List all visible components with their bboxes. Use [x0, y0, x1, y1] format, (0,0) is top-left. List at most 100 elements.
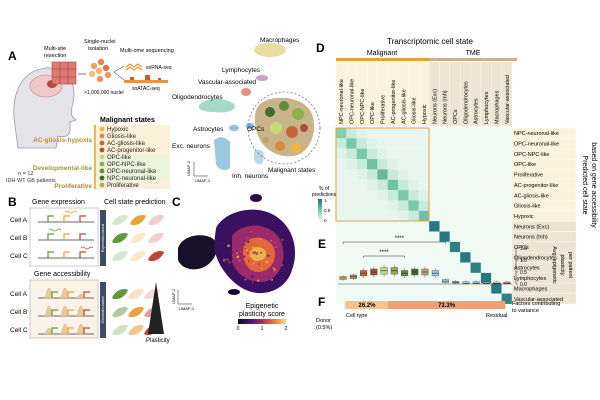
- heatmap-cell-14-12: [460, 272, 471, 284]
- group-developmental-like: Developmental-like: [33, 165, 93, 172]
- heatmap-cell-12-7: [408, 252, 419, 263]
- row-label-10: Neurons (Inh): [514, 235, 548, 241]
- f-caption-residual: Residual: [486, 313, 507, 319]
- transcript-2-2: [80, 246, 94, 250]
- heatmap-cell-5-7: [408, 179, 419, 191]
- heatmap-cell-4-14: [480, 169, 492, 180]
- access-arrow-2-2: [83, 327, 90, 334]
- heatmap-cell-5-8: [418, 179, 430, 191]
- sig-bracket-outer: [342, 241, 446, 244]
- umap-c-speckle: [259, 238, 262, 241]
- row-label-6: AC-gliosis-like: [514, 193, 549, 199]
- heatmap-cell-2-7: [408, 148, 419, 160]
- col-label-3: OPC-like: [370, 102, 376, 124]
- heatmap-cell-12-8: [418, 252, 430, 263]
- assay-rna: snRNA-seq: [146, 65, 172, 71]
- score-label-1: Epigenetic: [246, 303, 279, 310]
- heatmap-cell-16-11: [449, 293, 461, 304]
- umap-c-speckle: [281, 264, 284, 266]
- state-dot-7: [99, 175, 105, 181]
- heatmap-cell-8-12: [460, 210, 471, 222]
- heatmap-cell-3-5: [387, 159, 399, 170]
- heatmap-cell-10-4: [377, 231, 388, 242]
- heatmap-cell-13-11: [449, 262, 461, 273]
- cluster-vascular: [241, 88, 251, 96]
- legend-title: Malignant states: [100, 117, 155, 124]
- panel-label-e: E: [318, 237, 326, 251]
- umap-c-speckle: [241, 253, 243, 255]
- heatmap-cell-1-16: [501, 138, 512, 149]
- access-arrow-2-1: [67, 327, 74, 334]
- cell-atlas-umap: [198, 43, 321, 171]
- promoter-arrow-2-2: [79, 251, 86, 258]
- sequencing-icon: [113, 63, 168, 83]
- heatmap-cell-11-10: [439, 241, 450, 253]
- heatmap-cell-16-14: [480, 293, 492, 304]
- step-resection-1: Multi-site: [44, 46, 66, 52]
- heatmap-cell-1-10: [439, 138, 450, 149]
- heatmap-cell-10-8: [418, 231, 430, 242]
- nuclei-icon: [88, 58, 112, 83]
- malignant-group-bar: [336, 58, 429, 61]
- umap-c-speckle: [244, 248, 247, 250]
- umap-c-speckle: [259, 260, 261, 262]
- heatmap-cell-4-4: [377, 169, 388, 180]
- heatmap-cell-11-4: [377, 241, 388, 253]
- umap-c-speckle: [257, 263, 261, 266]
- heatmap-cell-6-9: [429, 190, 440, 201]
- heatmap-cell-6-6: [398, 190, 409, 201]
- prediction-leaf-top-2-2: [148, 250, 164, 262]
- heatmap-cell-2-10: [439, 148, 450, 160]
- e-ytick-label-0: 1.5: [520, 246, 527, 252]
- umap-c-speckle: [241, 248, 243, 251]
- heatmap-cell-13-9: [429, 262, 440, 273]
- heatmap-cell-12-9: [429, 252, 440, 263]
- umap-c-speckle: [251, 246, 255, 250]
- heatmap-cell-8-10: [439, 210, 450, 222]
- cell-a-label-bottom: Cell A: [10, 291, 28, 298]
- heatmap-cell-10-15: [491, 231, 502, 242]
- umap-c-speckle: [253, 235, 256, 238]
- gene-expression-title: Gene expression: [32, 199, 85, 206]
- heatmap-cell-9-1: [346, 221, 357, 232]
- heatmap-cell-13-2: [356, 262, 368, 273]
- score-tick-1: 1: [261, 326, 264, 332]
- state-label-7: NPC-neuronal-like: [107, 176, 157, 182]
- col-label-9: Neurons (Exc): [432, 89, 438, 124]
- heatmap-cell-4-15: [491, 169, 502, 180]
- heatmap-cell-13-15: [491, 262, 502, 273]
- heatmap-cell-2-4: [377, 148, 388, 160]
- heatmap-cell-4-11: [449, 169, 461, 180]
- heatmap-cell-7-11: [449, 200, 461, 211]
- heatmap-cell-11-2: [356, 241, 368, 253]
- heatmap-cell-14-8: [418, 272, 430, 284]
- heatmap-cell-6-10: [439, 190, 450, 201]
- col-label-10: Neurons (Inh): [443, 90, 449, 124]
- heatmap-cell-4-3: [367, 169, 378, 180]
- heatmap-cell-11-13: [470, 241, 481, 253]
- heatmap-cell-16-10: [439, 293, 450, 304]
- heatmap-cell-8-11: [449, 210, 461, 222]
- heatmap-cell-14-4: [377, 272, 388, 284]
- umap-c-speckle: [243, 255, 246, 258]
- step-isolation-2: isolation: [88, 46, 108, 52]
- state-label-6: OPC-neuronal-like: [107, 169, 157, 175]
- heatmap-cell-3-8: [418, 159, 430, 170]
- heatmap-cell-14-10: [439, 272, 450, 284]
- expression-bar: [100, 210, 106, 266]
- prediction-leaf-top-1-1: [130, 232, 146, 244]
- umap-c-speckle: [245, 248, 248, 251]
- heatmap-cell-1-6: [398, 138, 409, 149]
- label-oligodendrocytes: Oligodendrocytes: [172, 94, 223, 101]
- panel-label-c: C: [172, 195, 181, 209]
- umap-c-speckle: [264, 270, 266, 273]
- heatmap-cell-11-1: [346, 241, 357, 253]
- umap-c-speckle: [248, 260, 250, 262]
- cell-c-label-bottom: Cell C: [10, 327, 28, 334]
- heatmap-cell-9-16: [501, 221, 512, 232]
- heatmap-cell-2-2: [356, 148, 368, 160]
- heatmap-cell-12-13: [470, 252, 481, 263]
- row-label-15: Macrophages: [514, 286, 548, 292]
- heatmap-cell-10-5: [387, 231, 399, 242]
- umap-a-ylabel: UMAP-2: [186, 160, 191, 176]
